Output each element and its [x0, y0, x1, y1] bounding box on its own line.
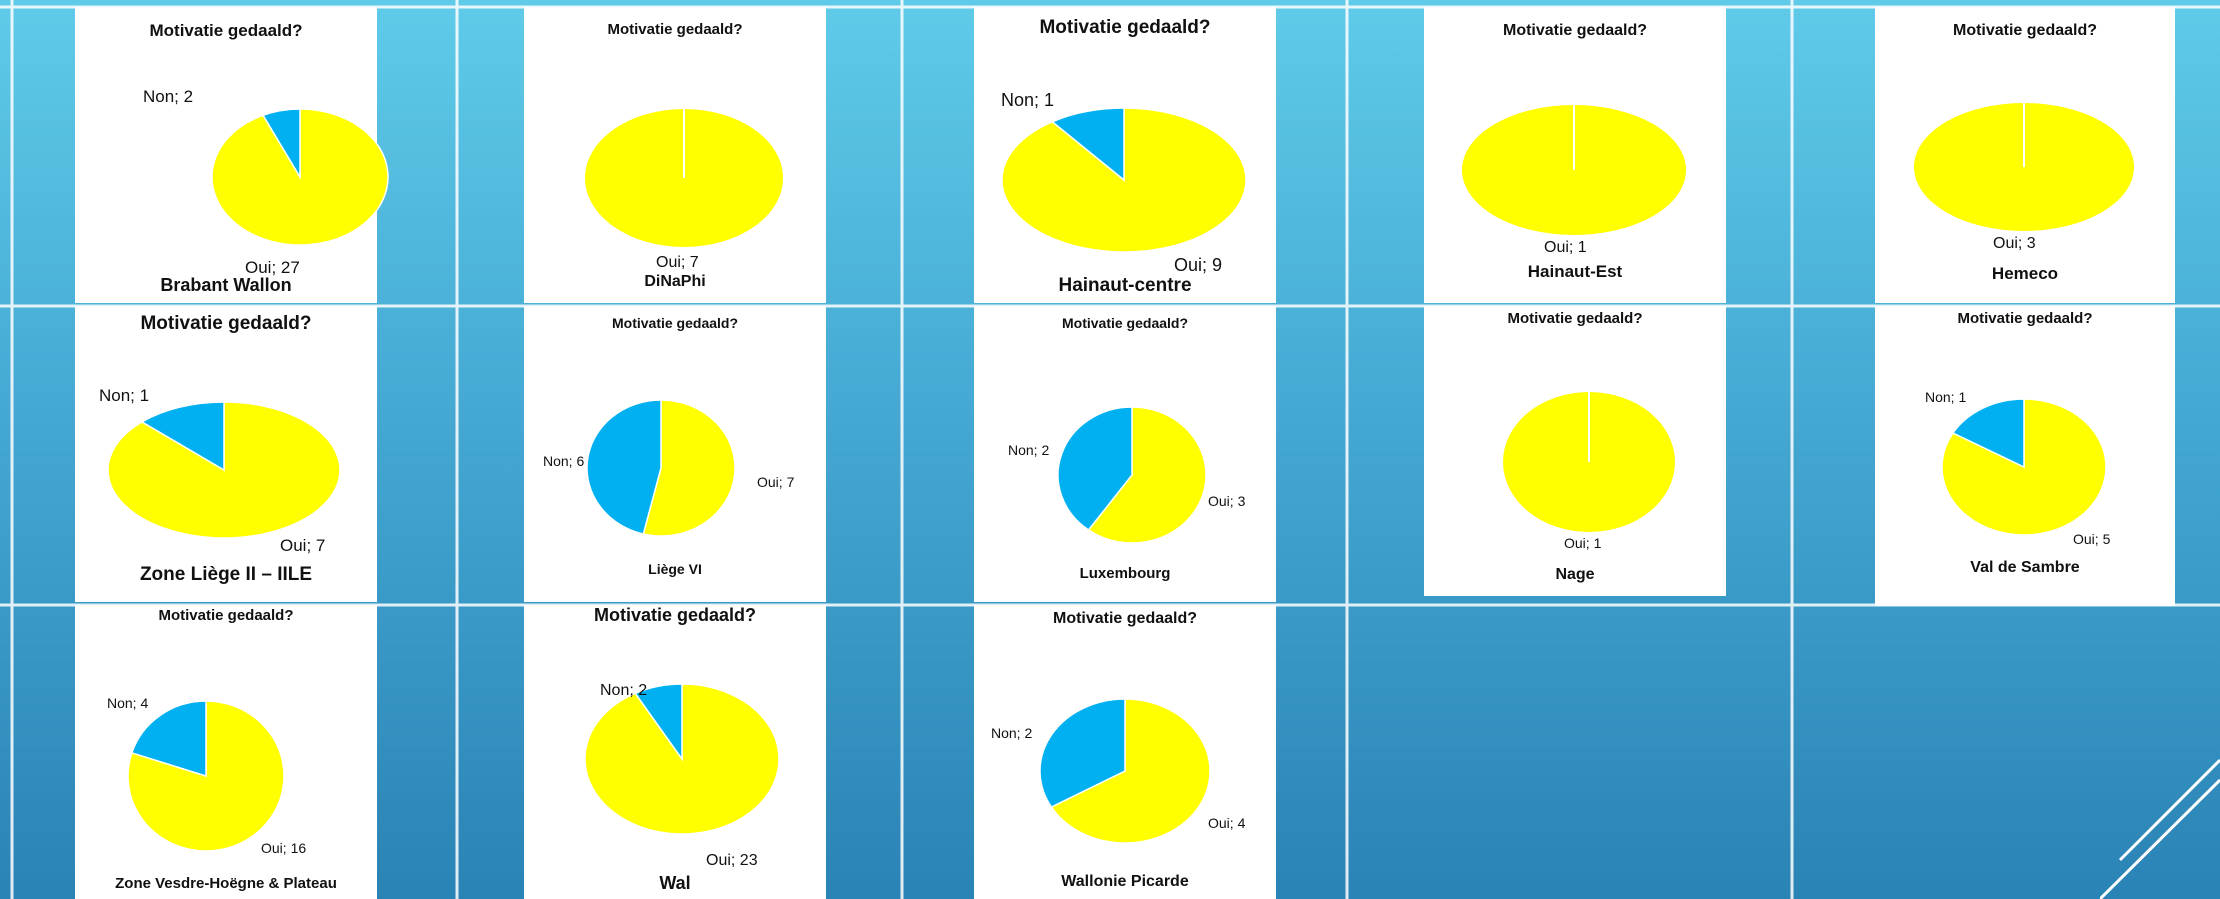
chart-panel-val-de-sambre: Motivatie gedaald? Val de Sambre Oui; 5 Non…	[1875, 306, 2175, 606]
chart-title: Motivatie gedaald?	[607, 21, 743, 38]
chart-caption: Zone Liège II – IILE	[139, 564, 313, 585]
data-label-oui: Oui; 7	[280, 536, 326, 555]
data-label-oui: Oui; 1	[1544, 239, 1587, 256]
chart-panel-wal: Motivatie gedaald? Wal Oui; 23 Non; 2	[524, 605, 826, 899]
chart-caption: Val de Sambre	[1970, 559, 2080, 576]
pie-chart	[1039, 698, 1211, 844]
chart-caption: Brabant Wallon	[160, 275, 292, 295]
chart-caption: Wallonie Picarde	[1061, 873, 1189, 890]
pie-chart	[107, 401, 341, 539]
pie-slice-non	[1057, 406, 1133, 532]
data-label-non: Non; 2	[600, 682, 648, 699]
chart-caption: Luxembourg	[1079, 565, 1171, 582]
chart-caption: Wal	[659, 873, 691, 893]
chart-title: Motivatie gedaald?	[1957, 310, 2093, 327]
pie-chart	[1914, 103, 2134, 231]
chart-title: Motivatie gedaald?	[593, 605, 757, 625]
chart-title: Motivatie gedaald?	[158, 607, 294, 624]
data-label-oui: Oui; 3	[1993, 235, 2036, 252]
chart-panel-hainaut-centre: Motivatie gedaald? Hainaut-centre Oui; 9 No…	[974, 7, 1276, 303]
data-label-non: Non; 2	[143, 87, 194, 106]
slide-corner-decoration	[2100, 758, 2220, 899]
chart-title: Motivatie gedaald?	[1952, 22, 2098, 39]
data-label-oui: Oui; 16	[261, 840, 307, 856]
pie-chart	[584, 683, 780, 835]
pie-chart	[586, 399, 736, 537]
data-label-non: Non; 4	[107, 695, 149, 711]
chart-panel-wallonie-picarde: Motivatie gedaald? Wallonie Picarde Oui; 4…	[974, 605, 1276, 899]
chart-panel-luxembourg: Motivatie gedaald? Luxembourg Oui; 3 Non; 2	[974, 306, 1276, 602]
chart-title: Motivatie gedaald?	[1052, 610, 1198, 627]
pie-slice-non	[130, 700, 207, 778]
chart-caption: Hemeco	[1991, 264, 2059, 283]
pie-slice-non	[634, 683, 683, 762]
data-label-oui: Oui; 23	[706, 852, 758, 869]
pie-chart	[1057, 406, 1207, 544]
pie-slice-non	[586, 399, 662, 535]
data-label-oui: Oui; 1	[1564, 535, 1602, 551]
chart-panel-liege-vi: Motivatie gedaald? Liège VI Oui; 7 Non; 6	[524, 306, 826, 602]
data-label-non: Non; 1	[1925, 389, 1967, 405]
pie-chart	[211, 108, 389, 246]
data-label-non: Non; 2	[991, 725, 1033, 741]
pie-slice-oui	[1087, 406, 1207, 544]
chart-panel-hainaut-est: Motivatie gedaald? Hainaut-Est Oui; 1	[1424, 7, 1726, 303]
chart-caption: Zone Vesdre-Hoëgne & Plateau	[115, 875, 337, 892]
data-label-oui: Oui; 7	[757, 474, 795, 490]
pie-slice-non	[140, 401, 225, 472]
pie-slice-oui	[1050, 698, 1211, 844]
chart-title: Motivatie gedaald?	[611, 315, 739, 331]
data-label-oui: Oui; 9	[1174, 255, 1223, 275]
chart-title: Motivatie gedaald?	[1502, 22, 1648, 39]
pie-chart	[585, 109, 783, 247]
chart-panel-brabant-wallon: Motivatie gedaald? Brabant Wallon Oui; 27 N…	[75, 7, 389, 303]
chart-panel-hemeco: Motivatie gedaald? Hemeco Oui; 3	[1875, 7, 2175, 303]
data-label-non: Non; 2	[1008, 442, 1050, 458]
pie-slice-non	[261, 108, 301, 180]
pie-slice-oui	[642, 399, 736, 537]
pie-chart	[1941, 398, 2107, 536]
chart-panel-nage: Motivatie gedaald? Nage Oui; 1	[1424, 306, 1726, 596]
chart-caption: Liège VI	[648, 561, 702, 577]
data-label-oui: Oui; 5	[2073, 531, 2111, 547]
chart-title: Motivatie gedaald?	[1507, 310, 1643, 327]
chart-panel-dinaphi: Motivatie gedaald? DiNaPhi Oui; 7	[524, 7, 826, 303]
chart-title: Motivatie gedaald?	[149, 21, 303, 40]
chart-title: Motivatie gedaald?	[1039, 17, 1211, 38]
pie-slice-oui	[211, 108, 389, 246]
chart-panel-zone-vesdre-hoegne-plateau: Motivatie gedaald? Zone Vesdre-Hoëgne & P…	[75, 605, 377, 899]
pie-chart	[1503, 392, 1675, 532]
chart-caption: Hainaut-centre	[1058, 275, 1192, 296]
chart-caption: DiNaPhi	[644, 273, 706, 290]
data-label-oui: Oui; 7	[656, 254, 699, 271]
chart-panel-zone-liege-ii-iile: Motivatie gedaald? Zone Liège II – IILE Ou…	[75, 306, 377, 602]
data-label-non: Non; 6	[543, 453, 585, 469]
chart-caption: Hainaut-Est	[1527, 262, 1623, 281]
pie-chart	[1462, 105, 1686, 235]
data-label-non: Non; 1	[1001, 90, 1055, 110]
data-label-non: Non; 1	[99, 386, 150, 405]
pie-slice-non	[1050, 107, 1125, 182]
data-label-oui: Oui; 4	[1208, 815, 1246, 831]
pie-chart	[127, 700, 285, 852]
data-label-oui: Oui; 27	[245, 258, 300, 277]
chart-title: Motivatie gedaald?	[140, 313, 312, 334]
chart-caption: Nage	[1555, 566, 1595, 583]
pie-slice-non	[1951, 398, 2025, 469]
data-label-oui: Oui; 3	[1208, 493, 1246, 509]
chart-title: Motivatie gedaald?	[1061, 315, 1189, 331]
pie-chart	[1001, 107, 1247, 253]
pie-slice-non	[1039, 698, 1126, 808]
